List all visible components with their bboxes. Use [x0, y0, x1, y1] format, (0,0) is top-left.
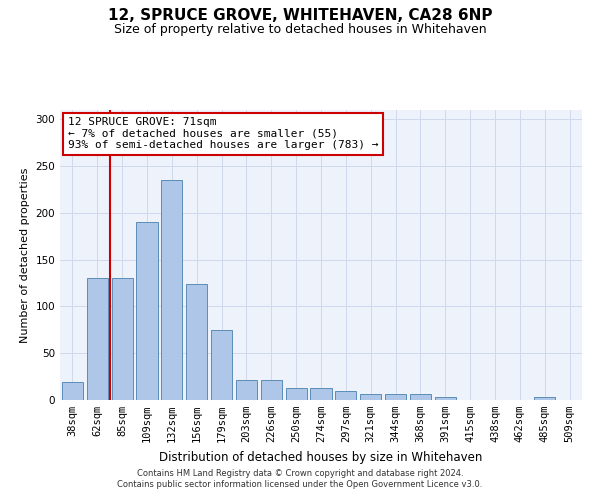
- Bar: [161, 180, 182, 400]
- Text: 12, SPRUCE GROVE, WHITEHAVEN, CA28 6NP: 12, SPRUCE GROVE, WHITEHAVEN, CA28 6NP: [108, 8, 492, 22]
- Bar: [136, 222, 158, 400]
- Bar: [186, 284, 207, 400]
- Bar: [435, 397, 456, 400]
- X-axis label: Distribution of detached houses by size in Whitehaven: Distribution of detached houses by size …: [160, 450, 482, 464]
- Bar: [211, 330, 232, 400]
- Text: Contains public sector information licensed under the Open Government Licence v3: Contains public sector information licen…: [118, 480, 482, 489]
- Bar: [261, 380, 282, 400]
- Bar: [236, 380, 257, 400]
- Bar: [534, 397, 555, 400]
- Bar: [112, 278, 133, 400]
- Bar: [335, 390, 356, 400]
- Bar: [62, 382, 83, 400]
- Y-axis label: Number of detached properties: Number of detached properties: [20, 168, 30, 342]
- Text: Size of property relative to detached houses in Whitehaven: Size of property relative to detached ho…: [113, 22, 487, 36]
- Text: Contains HM Land Registry data © Crown copyright and database right 2024.: Contains HM Land Registry data © Crown c…: [137, 468, 463, 477]
- Bar: [286, 388, 307, 400]
- Bar: [310, 388, 332, 400]
- Bar: [360, 394, 381, 400]
- Bar: [385, 394, 406, 400]
- Text: 12 SPRUCE GROVE: 71sqm
← 7% of detached houses are smaller (55)
93% of semi-deta: 12 SPRUCE GROVE: 71sqm ← 7% of detached …: [68, 117, 379, 150]
- Bar: [410, 394, 431, 400]
- Bar: [87, 278, 108, 400]
